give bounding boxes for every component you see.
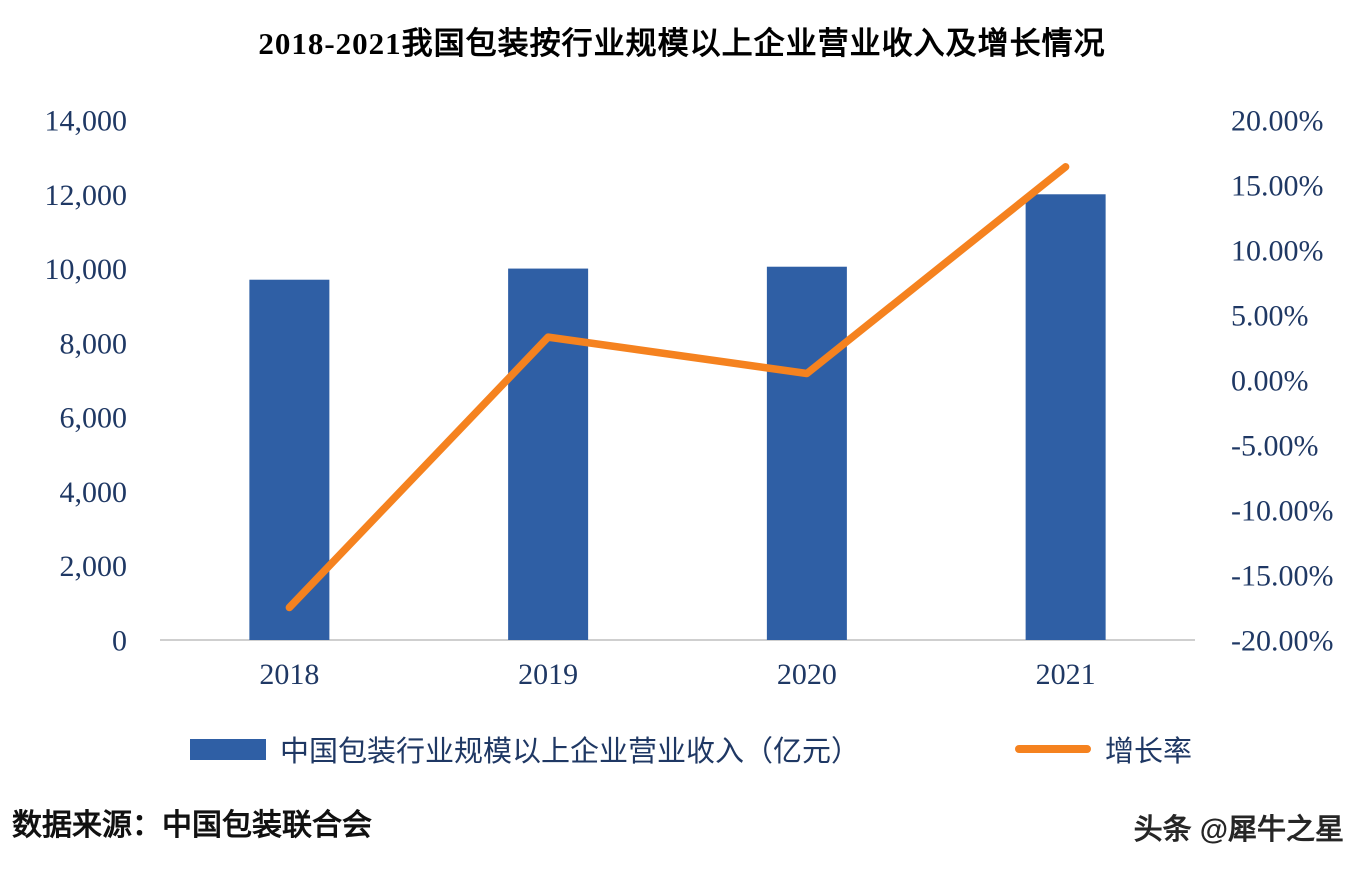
data-source: 数据来源：中国包装联合会 xyxy=(12,809,372,842)
revenue-bar-2021 xyxy=(1025,194,1106,641)
right-axis-tick-label: 10.00% xyxy=(1231,235,1324,268)
x-axis-category-label: 2020 xyxy=(777,658,837,691)
revenue-bar-2020 xyxy=(766,266,847,640)
right-axis-tick-label: 0.00% xyxy=(1231,365,1309,398)
left-axis-tick-label: 2,000 xyxy=(60,550,128,583)
bar-swatch-icon xyxy=(190,738,266,760)
x-axis-category-label: 2019 xyxy=(518,658,578,691)
chart-title: 2018-2021我国包装按行业规模以上企业营业收入及增长情况 xyxy=(258,26,1106,61)
x-axis-category-label: 2018 xyxy=(259,658,319,691)
legend: 中国包装行业规模以上企业营业收入（亿元） 增长率 xyxy=(0,728,1364,772)
left-axis-tick-label: 10,000 xyxy=(45,253,128,286)
left-axis-tick-label: 12,000 xyxy=(45,179,128,212)
right-axis-tick-label: -15.00% xyxy=(1231,560,1333,593)
left-axis-tick-label: 6,000 xyxy=(60,402,128,435)
right-axis-tick-label: -10.00% xyxy=(1231,495,1333,528)
right-axis-tick-label: 15.00% xyxy=(1231,170,1324,203)
line-swatch-icon xyxy=(1015,745,1091,753)
x-axis-category-label: 2021 xyxy=(1036,658,1096,691)
combo-chart: 0 2,000 4,000 6,000 8,000 10,000 12,000 14,000 -… xyxy=(45,105,1334,692)
right-axis-tick-label: -20.00% xyxy=(1231,625,1333,658)
left-axis-tick-label: 8,000 xyxy=(60,327,128,360)
legend-item-growth: 增长率 xyxy=(1015,728,1192,770)
legend-item-revenue: 中国包装行业规模以上企业营业收入（亿元） xyxy=(190,728,860,770)
right-axis-tick-label: 5.00% xyxy=(1231,300,1309,333)
growth-rate-line xyxy=(285,163,1070,612)
left-axis-tick-label: 0 xyxy=(112,625,127,658)
legend-label-growth: 增长率 xyxy=(1105,736,1193,768)
right-axis-tick-label: -5.00% xyxy=(1231,430,1318,463)
legend-label-revenue: 中国包装行业规模以上企业营业收入（亿元） xyxy=(280,736,861,768)
watermark: 头条 @犀牛之星 xyxy=(1133,814,1344,846)
left-axis-tick-label: 14,000 xyxy=(45,105,128,138)
right-axis-tick-label: 20.00% xyxy=(1231,105,1324,138)
revenue-bar-2018 xyxy=(249,279,330,640)
left-axis-tick-label: 4,000 xyxy=(60,476,128,509)
revenue-bar-2019 xyxy=(508,268,589,640)
